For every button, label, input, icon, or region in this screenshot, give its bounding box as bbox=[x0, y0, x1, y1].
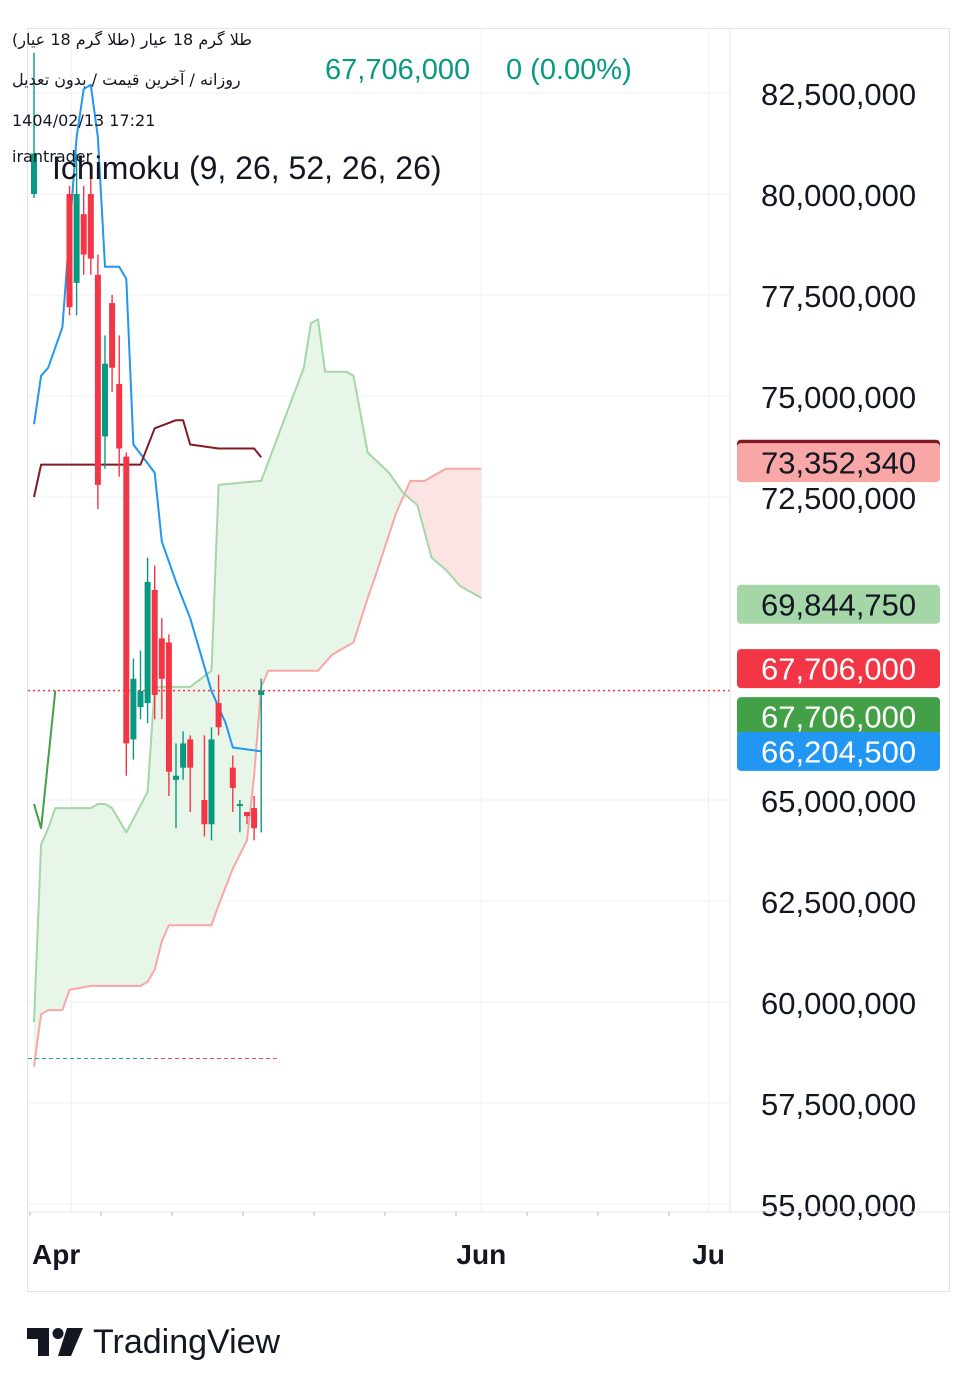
brand-name: TradingView bbox=[93, 1322, 281, 1361]
y-tick-label: 57,500,000 bbox=[761, 1087, 916, 1122]
candle-up bbox=[144, 581, 151, 704]
indicator-title: Ichimoku (9, 26, 52, 26, 26) bbox=[52, 150, 442, 186]
tradingview-logo[interactable]: TradingView bbox=[27, 1320, 280, 1364]
price-label-bg bbox=[737, 731, 940, 771]
candle-down bbox=[66, 194, 73, 308]
candle-down bbox=[116, 383, 123, 449]
candle-up bbox=[130, 678, 137, 740]
candle-down bbox=[80, 214, 87, 255]
candle-down bbox=[244, 812, 250, 817]
settings-line: روزانه / آخرین قیمت / بدون تعدیل bbox=[12, 70, 241, 89]
grid bbox=[28, 28, 730, 1212]
tradingview-logo-icon bbox=[27, 1328, 83, 1356]
chart-frame bbox=[27, 28, 950, 1292]
candle-up bbox=[180, 743, 187, 768]
cloud-bearish bbox=[404, 468, 482, 598]
author-line: irantrader bbox=[12, 147, 93, 166]
candle-down bbox=[201, 800, 208, 825]
candle-down bbox=[158, 638, 165, 679]
tenkan-sen-line bbox=[33, 83, 262, 753]
x-tick-label: Jun bbox=[456, 1239, 506, 1270]
axes: 82,500,000 80,000,000 77,500,000 75,000,000… bbox=[28, 28, 950, 1270]
price-change-header: 0 (0.00%) bbox=[506, 54, 632, 86]
price-label-text: 73,352,340 bbox=[761, 446, 916, 481]
price-label-bg bbox=[737, 697, 940, 737]
price-label-text: 66,204,500 bbox=[761, 734, 916, 769]
senkou-span-b-line bbox=[33, 467, 482, 1067]
chikou-span-line bbox=[33, 690, 57, 830]
x-tick-label: Ju bbox=[692, 1239, 725, 1270]
senkou-span-a-line bbox=[33, 318, 482, 1023]
candle-up bbox=[173, 775, 179, 780]
price-label-tenkan-sen: 66,204,500 bbox=[737, 731, 940, 771]
y-tick-label: 75,000,000 bbox=[761, 380, 916, 415]
candle-down bbox=[151, 589, 158, 695]
y-tick-label: 72,500,000 bbox=[761, 481, 916, 516]
price-label-text: 67,706,000 bbox=[761, 652, 916, 687]
price-label-last-price: 67,706,000 bbox=[737, 649, 940, 689]
candle-up bbox=[258, 690, 265, 695]
ichimoku-cloud bbox=[34, 319, 482, 1067]
y-tick-label: 80,000,000 bbox=[761, 178, 916, 213]
candles bbox=[31, 52, 265, 841]
price-label-bg bbox=[737, 649, 940, 689]
candle-up bbox=[73, 194, 80, 283]
price-labels: 73,485,00073,352,34069,844,75067,706,000… bbox=[737, 439, 940, 771]
price-label-text: 69,844,750 bbox=[761, 587, 916, 622]
candle-down bbox=[187, 739, 194, 768]
candle-up bbox=[208, 739, 215, 825]
price-label-senkou-span-b: 73,352,340 bbox=[737, 443, 940, 483]
y-tick-label: 62,500,000 bbox=[761, 885, 916, 920]
candle-down bbox=[94, 274, 101, 485]
candle-up bbox=[236, 804, 243, 807]
cloud-bullish bbox=[34, 319, 405, 1067]
candle-down bbox=[165, 642, 172, 772]
candle-up bbox=[137, 690, 144, 708]
symbol-line: طلا گرم 18 عیار (طلا گرم 18 عیار) bbox=[12, 30, 253, 49]
x-tick-label: Apr bbox=[32, 1239, 80, 1270]
price-label-text: 67,706,000 bbox=[761, 700, 916, 735]
price-label-bg bbox=[737, 443, 940, 483]
candle-down bbox=[109, 303, 116, 368]
candle-down bbox=[229, 767, 236, 788]
candle-down bbox=[251, 808, 258, 829]
candle-down bbox=[215, 703, 222, 728]
candle-down bbox=[123, 456, 130, 744]
last-price-header: 67,706,000 bbox=[325, 54, 471, 86]
price-label-chikou-span: 67,706,000 bbox=[737, 697, 940, 737]
y-tick-label: 55,000,000 bbox=[761, 1188, 916, 1223]
price-label-bg bbox=[737, 584, 940, 624]
candle-up bbox=[31, 153, 37, 194]
y-tick-label: 82,500,000 bbox=[761, 77, 916, 112]
y-tick-label: 60,000,000 bbox=[761, 986, 916, 1021]
y-tick-label: 77,500,000 bbox=[761, 279, 916, 314]
datetime-line: 1404/02/13 17:21 bbox=[12, 111, 156, 130]
price-label-senkou-span-a: 69,844,750 bbox=[737, 584, 940, 624]
y-tick-label: 65,000,000 bbox=[761, 784, 916, 819]
candle-down bbox=[87, 194, 94, 259]
candle-up bbox=[102, 363, 108, 437]
